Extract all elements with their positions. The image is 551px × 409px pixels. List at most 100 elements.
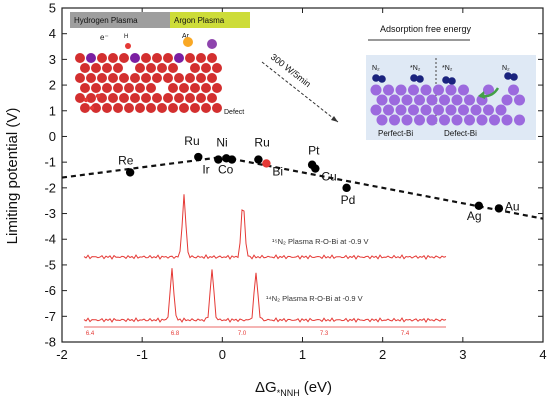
bi-atom bbox=[376, 114, 388, 126]
bi-atom bbox=[495, 104, 507, 116]
slab-atom bbox=[108, 73, 118, 83]
ppm-tick-label: 7.0 bbox=[238, 331, 247, 337]
slab-atom bbox=[146, 83, 156, 93]
slab-atom bbox=[163, 73, 173, 83]
slab-atom bbox=[168, 103, 178, 113]
y-tick-label: -4 bbox=[44, 232, 56, 247]
slab-atom bbox=[119, 53, 129, 63]
n2-label-left: N₂ bbox=[372, 65, 380, 72]
slab-atom bbox=[113, 63, 123, 73]
bi-atom bbox=[458, 84, 469, 96]
slab-atom bbox=[207, 73, 217, 83]
bi-atom bbox=[514, 94, 525, 106]
slab-atom bbox=[179, 83, 189, 93]
slab-atom bbox=[201, 83, 211, 93]
data-point-bi bbox=[262, 159, 271, 168]
n2-label-mid: *N₂ bbox=[410, 65, 421, 72]
bi-atom bbox=[476, 114, 488, 126]
adsorption-title: Adsorption free energy bbox=[380, 24, 472, 34]
slab-atom bbox=[75, 73, 85, 83]
y-tick-label: -2 bbox=[44, 180, 56, 195]
n2-atom bbox=[442, 76, 450, 84]
data-point-cu bbox=[311, 164, 320, 173]
point-label-bi: Bi bbox=[272, 164, 283, 178]
data-point-re bbox=[125, 168, 135, 177]
slab-atom bbox=[163, 93, 173, 103]
slab-atom bbox=[212, 103, 222, 113]
slab-atom bbox=[124, 103, 134, 113]
adsorption-arrowhead bbox=[478, 91, 485, 99]
bi-atom bbox=[501, 94, 513, 106]
slab-atom bbox=[179, 103, 189, 113]
bi-atom bbox=[458, 104, 469, 116]
defect-label: Defect bbox=[224, 109, 244, 116]
slab-atom bbox=[163, 53, 173, 63]
point-label-pd: Pd bbox=[341, 193, 356, 207]
slab-atom bbox=[80, 83, 90, 93]
slab-atom bbox=[190, 83, 200, 93]
bi-atom bbox=[464, 94, 475, 106]
slab-atom bbox=[113, 103, 123, 113]
n2-atom bbox=[372, 74, 380, 82]
n2-atom bbox=[416, 75, 424, 83]
perfect-bi-label: Perfect-Bi bbox=[378, 129, 413, 138]
point-label-pt: Pt bbox=[308, 144, 320, 158]
y-tick-label: 2 bbox=[49, 78, 56, 93]
ppm-tick-label: 6.4 bbox=[86, 331, 95, 337]
argon-atom bbox=[183, 37, 193, 47]
x-tick-label: 4 bbox=[539, 347, 546, 362]
slab-atom bbox=[97, 73, 107, 83]
slab-atom bbox=[108, 53, 118, 63]
slab-atom bbox=[141, 73, 151, 83]
slab-atom bbox=[102, 83, 112, 93]
slab-atom bbox=[146, 103, 156, 113]
slab-atom bbox=[207, 93, 217, 103]
y-tick-label: 4 bbox=[49, 26, 56, 41]
y-tick-label: -8 bbox=[44, 335, 56, 350]
slab-atom bbox=[119, 93, 129, 103]
bi-atom bbox=[439, 94, 450, 106]
slab-atom bbox=[135, 63, 145, 73]
slab-atom bbox=[102, 103, 112, 113]
slab-atom bbox=[196, 73, 206, 83]
stray-atom bbox=[95, 93, 101, 99]
slab-atom bbox=[80, 103, 90, 113]
n2-atom bbox=[510, 73, 518, 81]
slab-atom bbox=[201, 63, 211, 73]
slab-atom bbox=[80, 63, 90, 73]
bi-atom bbox=[395, 84, 407, 96]
bi-atom bbox=[483, 84, 494, 96]
process-arrow: 300 W/5min bbox=[261, 52, 339, 123]
bi-atom bbox=[426, 114, 438, 126]
slab-atom bbox=[108, 93, 118, 103]
slab-atom bbox=[152, 73, 162, 83]
slab-atom bbox=[174, 93, 184, 103]
slab-atom bbox=[91, 83, 101, 93]
data-point-pd bbox=[342, 183, 351, 193]
bi-atom bbox=[408, 104, 419, 116]
spectrum-15-label: ¹⁵N₂ Plasma R-O-Bi at -0.9 V bbox=[272, 237, 368, 246]
slab-atom bbox=[152, 93, 162, 103]
slab-atom bbox=[102, 63, 112, 73]
slab-atom bbox=[168, 83, 178, 93]
point-label-ru: Ru bbox=[254, 136, 269, 150]
plasma-inset: Hydrogen Plasma Argon Plasma e⁻ H Ar Def… bbox=[70, 12, 250, 116]
n2-atom bbox=[504, 72, 512, 80]
x-tick-label: 1 bbox=[299, 347, 306, 362]
slab-atom bbox=[113, 83, 123, 93]
slab-atom bbox=[157, 103, 167, 113]
x-axis-title: ΔG*NNH (eV) bbox=[255, 379, 332, 398]
bi-atom bbox=[445, 84, 457, 96]
x-axis-title-unit: (eV) bbox=[304, 379, 332, 396]
slab-atom bbox=[91, 63, 101, 73]
slab-atom bbox=[75, 53, 85, 63]
bi-atom bbox=[451, 114, 463, 126]
bi-atom bbox=[508, 84, 519, 96]
x-tick-label: 0 bbox=[219, 347, 226, 362]
ppm-tick-label: 6.8 bbox=[171, 331, 180, 337]
data-point-ru bbox=[254, 155, 263, 164]
slab-atom bbox=[196, 53, 206, 63]
slab-atom bbox=[130, 93, 140, 103]
spectrum-14-label: ¹⁴N₂ Plasma R-O-Bi at -0.9 V bbox=[266, 294, 363, 303]
point-label-co: Co bbox=[218, 163, 234, 177]
